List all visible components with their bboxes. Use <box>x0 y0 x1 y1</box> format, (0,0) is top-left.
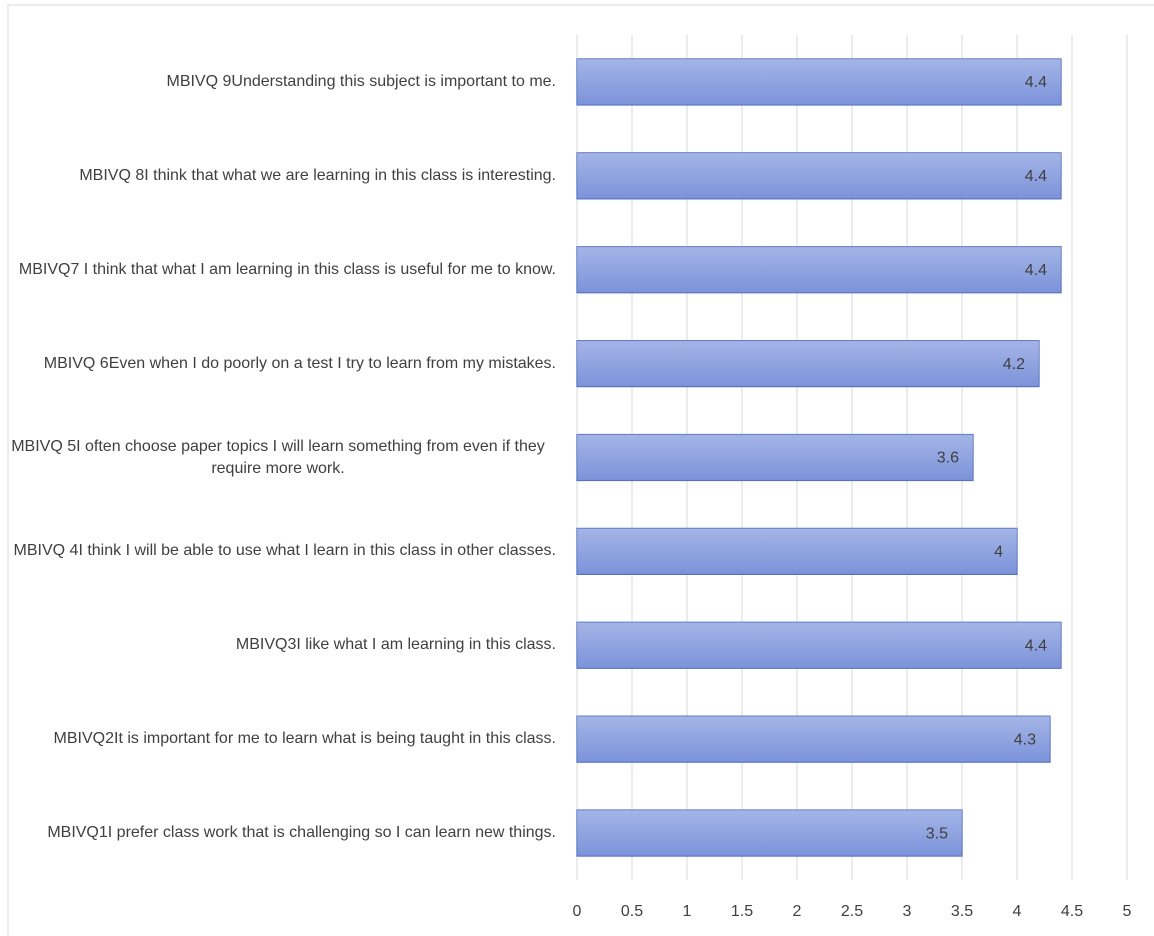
x-tick-label: 1 <box>683 903 692 920</box>
x-tick-label: 2.5 <box>841 903 863 920</box>
value-label: 4.4 <box>1025 74 1047 91</box>
y-label-box: MBIVQ3I like what I am learning in this … <box>0 634 556 656</box>
y-tick-label: MBIVQ 9Understanding this subject is imp… <box>166 72 556 90</box>
y-label-box: MBIVQ7 I think that what I am learning i… <box>0 259 556 281</box>
x-tick-label: 3.5 <box>951 903 973 920</box>
bar-shade <box>577 434 973 481</box>
value-label: 4.4 <box>1025 262 1047 279</box>
x-tick-label: 3 <box>903 903 912 920</box>
y-tick-label: MBIVQ3I like what I am learning in this … <box>235 636 556 654</box>
y-label-box: MBIVQ 5I often choose paper topics I wil… <box>0 436 556 480</box>
x-tick-label: 1.5 <box>731 903 753 920</box>
value-label: 3.6 <box>937 450 959 467</box>
x-tick-label: 5 <box>1123 903 1132 920</box>
y-label-box: MBIVQ 4I think I will be able to use wha… <box>0 540 556 562</box>
y-tick-label: MBIVQ2It is important for me to learn wh… <box>53 730 556 748</box>
y-label-box: MBIVQ 8I think that what we are learning… <box>0 165 556 187</box>
bar-shade <box>577 716 1050 763</box>
y-tick-label: MBIVQ1I prefer class work that is challe… <box>47 824 556 842</box>
bar-shade <box>577 810 962 857</box>
x-tick-label: 0 <box>573 903 582 920</box>
x-tick-label: 0.5 <box>621 903 643 920</box>
bar-shade <box>577 246 1061 293</box>
x-tick-label: 4.5 <box>1061 903 1083 920</box>
bar-shade <box>577 528 1017 575</box>
y-tick-label: MBIVQ 8I think that what we are learning… <box>79 166 556 184</box>
chart-frame <box>7 4 1154 936</box>
y-label-box: MBIVQ2It is important for me to learn wh… <box>0 728 556 750</box>
value-label: 4.3 <box>1014 731 1036 748</box>
bar-shade <box>577 58 1061 105</box>
value-label: 4.4 <box>1025 637 1047 654</box>
value-label: 4.2 <box>1003 356 1025 373</box>
y-label-box: MBIVQ 6Even when I do poorly on a test I… <box>0 353 556 375</box>
y-tick-label: MBIVQ7 I think that what I am learning i… <box>18 260 556 278</box>
x-tick-label: 2 <box>793 903 802 920</box>
value-label: 4 <box>994 544 1003 561</box>
bar-shade <box>577 340 1039 387</box>
value-label: 3.5 <box>926 825 948 842</box>
y-label-box: MBIVQ 9Understanding this subject is imp… <box>0 71 556 93</box>
bar-shade <box>577 152 1061 199</box>
bar-shade <box>577 622 1061 669</box>
y-tick-label: MBIVQ 5I often choose paper topics I wil… <box>11 437 545 477</box>
y-label-box: MBIVQ1I prefer class work that is challe… <box>0 822 556 844</box>
y-tick-label: MBIVQ 6Even when I do poorly on a test I… <box>43 354 556 372</box>
value-label: 4.4 <box>1025 168 1047 185</box>
x-tick-label: 4 <box>1013 903 1022 920</box>
y-tick-label: MBIVQ 4I think I will be able to use wha… <box>13 542 556 560</box>
